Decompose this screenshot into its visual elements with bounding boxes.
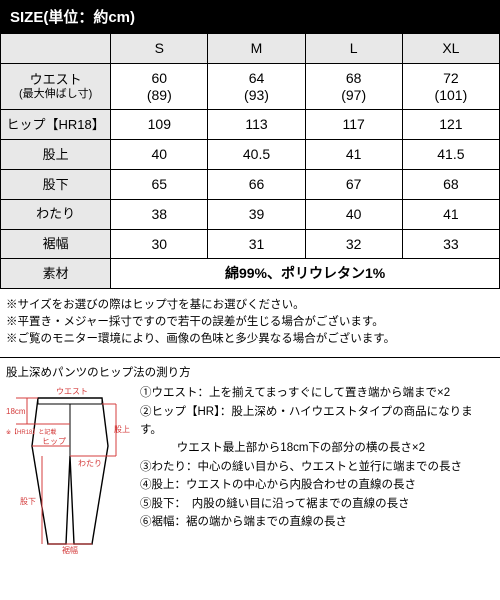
legend-line: ⑥裾幅：裾の端から端までの直線の長さ [140, 513, 494, 531]
cell: 109 [111, 110, 208, 140]
table-row: 素材 綿99%、ポリウレタン1% [1, 259, 500, 289]
legend-line: ⑤股下： 内股の縫い目に沿って裾までの直線の長さ [140, 495, 494, 513]
cell: 72 (101) [402, 63, 499, 110]
cell: 121 [402, 110, 499, 140]
note-line: ※平置き・メジャー採寸ですので若干の誤差が生じる場合がございます。 [6, 314, 494, 331]
label-ageue: 股上 [114, 425, 130, 434]
label-hr18: 18cm [6, 407, 26, 416]
header-size-s: S [111, 34, 208, 64]
table-row: わたり 38 39 40 41 [1, 199, 500, 229]
row-label-material: 素材 [1, 259, 111, 289]
cell: 32 [305, 229, 402, 259]
cell: 66 [208, 169, 305, 199]
label-hrnote: ※【HR18】と記載 [6, 428, 56, 436]
cell: 40 [111, 140, 208, 170]
cell: 68 (97) [305, 63, 402, 110]
size-title: SIZE(単位：約cm) [0, 0, 500, 33]
label-waist: ウエスト [56, 387, 88, 396]
cell: 38 [111, 199, 208, 229]
notes-block: ※サイズをお選びの際はヒップ寸を基にお選びください。 ※平置き・メジャー採寸です… [6, 297, 494, 347]
size-table: S M L XL ウエスト (最大伸ばし寸) 60 (89) 64 (93) 6… [0, 33, 500, 289]
cell: 113 [208, 110, 305, 140]
table-header-row: S M L XL [1, 34, 500, 64]
row-label-watari: わたり [1, 199, 111, 229]
row-label-suso: 裾幅 [1, 229, 111, 259]
label-watari: わたり [78, 459, 102, 468]
legend-line: ③わたり：中心の縫い目から、ウエストと並行に端までの長さ [140, 458, 494, 476]
cell: 65 [111, 169, 208, 199]
row-label-ageshita: 股下 [1, 169, 111, 199]
table-row: 股下 65 66 67 68 [1, 169, 500, 199]
label-ageshita: 股下 [20, 497, 36, 506]
cell: 40.5 [208, 140, 305, 170]
row-label-sub: (最大伸ばし寸) [5, 88, 106, 101]
cell: 117 [305, 110, 402, 140]
note-line: ※サイズをお選びの際はヒップ寸を基にお選びください。 [6, 297, 494, 314]
cell: 33 [402, 229, 499, 259]
cell: 60 (89) [111, 63, 208, 110]
table-row: 裾幅 30 31 32 33 [1, 229, 500, 259]
diagram-section: 股上深めパンツのヒップ法の測り方 ウエスト 股上 [0, 357, 500, 559]
label-hip: ヒップ [42, 437, 66, 446]
header-blank [1, 34, 111, 64]
row-label-ageue: 股上 [1, 140, 111, 170]
table-row: 股上 40 40.5 41 41.5 [1, 140, 500, 170]
header-size-m: M [208, 34, 305, 64]
cell: 31 [208, 229, 305, 259]
header-size-xl: XL [402, 34, 499, 64]
cell: 40 [305, 199, 402, 229]
cell: 68 [402, 169, 499, 199]
diagram-title: 股上深めパンツのヒップ法の測り方 [6, 364, 494, 380]
row-label-waist: ウエスト (最大伸ばし寸) [1, 63, 111, 110]
table-row: ウエスト (最大伸ばし寸) 60 (89) 64 (93) 68 (97) 72… [1, 63, 500, 110]
cell: 41 [402, 199, 499, 229]
note-line: ※ご覧のモニター環境により、画像の色味と多少異なる場合がございます。 [6, 331, 494, 348]
pants-diagram: ウエスト 股上 18cm ※【HR18】と記載 ヒップ わたり 股下 裾幅 [6, 384, 134, 559]
cell: 30 [111, 229, 208, 259]
cell: 67 [305, 169, 402, 199]
cell-material: 綿99%、ポリウレタン1% [111, 259, 500, 289]
diagram-legend: ①ウエスト：上を揃えてまっすぐにして置き端から端まで×2 ②ヒップ【HR】：股上… [140, 384, 494, 559]
cell: 64 (93) [208, 63, 305, 110]
legend-line: ウエスト最上部から18cm下の部分の横の長さ×2 [140, 439, 494, 457]
row-label-hip: ヒップ【HR18】 [1, 110, 111, 140]
legend-line: ①ウエスト：上を揃えてまっすぐにして置き端から端まで×2 [140, 384, 494, 402]
label-suso: 裾幅 [62, 545, 78, 554]
table-row: ヒップ【HR18】 109 113 117 121 [1, 110, 500, 140]
cell: 41 [305, 140, 402, 170]
header-size-l: L [305, 34, 402, 64]
legend-line: ④股上：ウエストの中心から内股合わせの直線の長さ [140, 476, 494, 494]
row-label-main: ウエスト [30, 72, 82, 87]
cell: 39 [208, 199, 305, 229]
legend-line: ②ヒップ【HR】：股上深め・ハイウエストタイプの商品になります。 [140, 403, 494, 440]
cell: 41.5 [402, 140, 499, 170]
